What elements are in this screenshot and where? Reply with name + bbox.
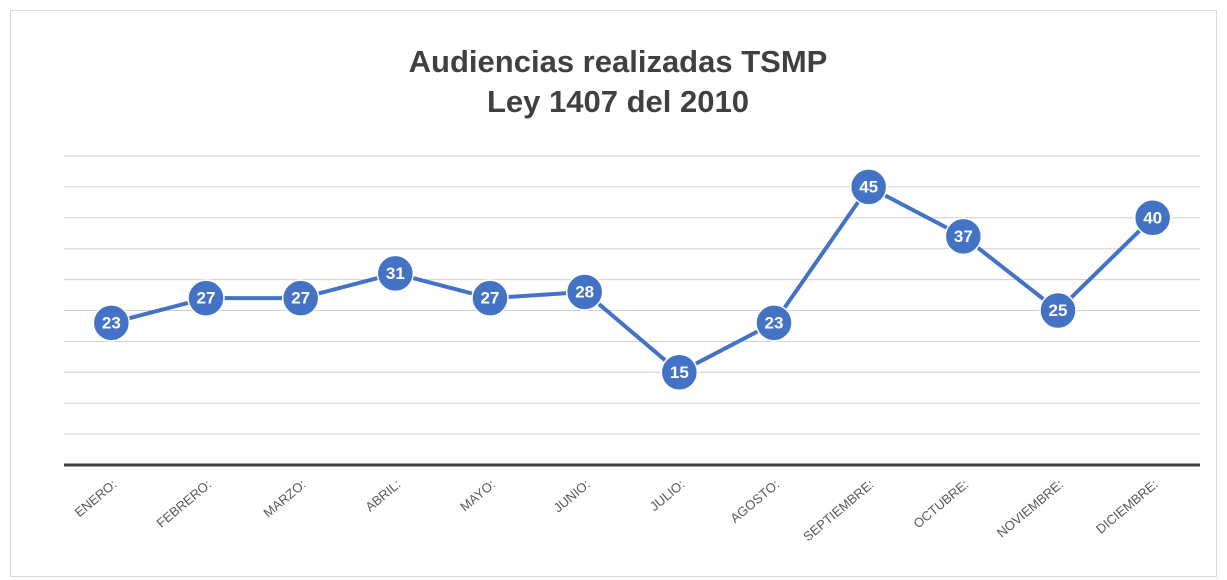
data-label: 27: [291, 289, 310, 308]
data-label: 27: [197, 289, 216, 308]
data-label: 23: [102, 313, 121, 332]
data-label: 25: [1049, 301, 1068, 320]
marker: [92, 304, 131, 342]
data-label: 37: [954, 227, 973, 246]
marker: [281, 279, 320, 317]
marker: [755, 304, 793, 342]
chart-title: Audiencias realizadas TSMP: [409, 44, 828, 79]
chart-subtitle: Ley 1407 del 2010: [487, 84, 749, 119]
marker: [849, 168, 888, 206]
data-label: 28: [575, 282, 594, 301]
marker: [376, 254, 415, 293]
marker: [944, 217, 983, 256]
data-label: 27: [481, 289, 500, 308]
data-label: 40: [1143, 208, 1162, 227]
data-label: 23: [765, 313, 784, 332]
marker: [565, 273, 604, 311]
data-label: 15: [670, 363, 689, 382]
marker: [660, 353, 699, 392]
data-label: 45: [859, 177, 878, 196]
marker: [187, 279, 225, 317]
data-label: 31: [386, 264, 405, 283]
marker: [1039, 291, 1077, 330]
marker: [1133, 199, 1172, 237]
marker: [471, 279, 509, 317]
